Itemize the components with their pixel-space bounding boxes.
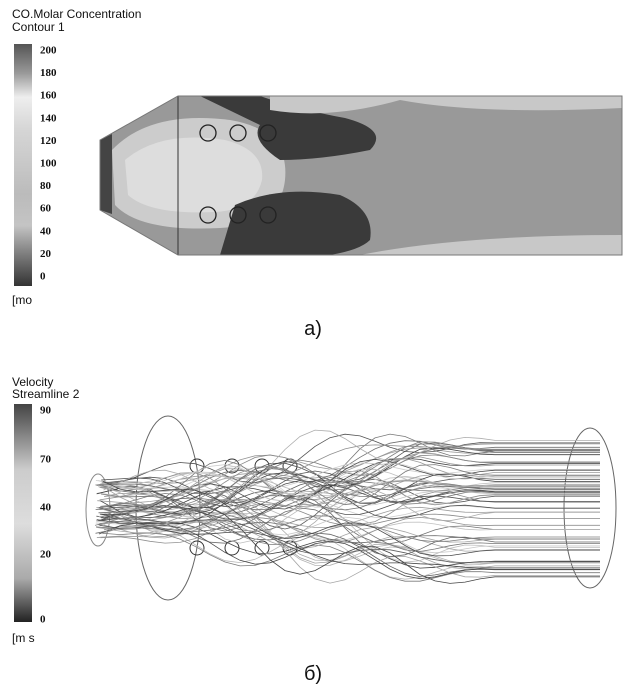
colorbar-label: 140: [40, 112, 57, 124]
subtitle: Contour 1: [12, 20, 65, 34]
figure: CO.Molar Concentration Contour 1 2001801…: [0, 0, 626, 686]
colorbar-label: 40: [40, 225, 52, 237]
caption: б): [304, 663, 322, 685]
colorbar-label: 20: [40, 549, 52, 561]
colorbar-label: 100: [40, 158, 57, 170]
colorbar-label: 160: [40, 90, 57, 102]
unit: [mo: [12, 293, 32, 307]
unit: [m s: [12, 631, 35, 645]
subtitle: Streamline 2: [12, 387, 80, 401]
colorbar-label: 0: [40, 614, 46, 626]
colorbar-label: 60: [40, 203, 52, 215]
title: CO.Molar Concentration: [12, 7, 141, 21]
colorbar: [14, 404, 32, 622]
colorbar: [14, 44, 32, 286]
caption: a): [304, 318, 322, 340]
colorbar-label: 20: [40, 248, 52, 260]
contour-plot: [100, 96, 622, 255]
colorbar-label: 40: [40, 502, 52, 514]
colorbar-label: 70: [40, 454, 52, 466]
colorbar-label: 120: [40, 135, 57, 147]
colorbar-label: 200: [40, 45, 57, 57]
colorbar-label: 0: [40, 271, 46, 283]
colorbar-label: 80: [40, 180, 52, 192]
colorbar-label: 90: [40, 405, 52, 417]
streamline-plot: [86, 416, 616, 600]
colorbar-label: 180: [40, 67, 57, 79]
